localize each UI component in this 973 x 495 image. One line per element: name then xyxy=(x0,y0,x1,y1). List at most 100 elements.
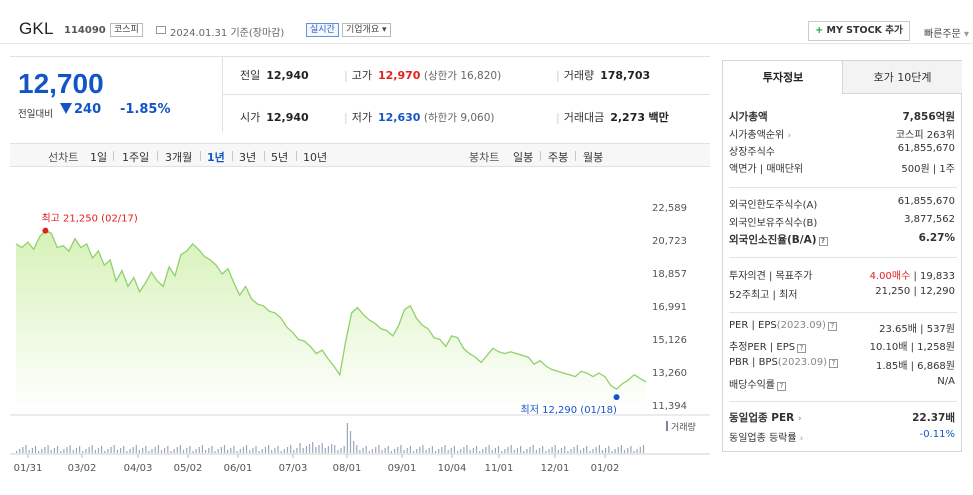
period-1d[interactable]: 1일 xyxy=(90,151,108,164)
max-marker xyxy=(42,227,49,234)
volume-bar xyxy=(148,451,150,453)
volume-bar xyxy=(321,443,323,453)
volume-bar xyxy=(113,445,115,453)
info-row: 외국인소진율(B/A)? 6.27% xyxy=(729,232,955,246)
period-5y[interactable]: 5년 xyxy=(271,151,289,164)
help-icon[interactable]: ? xyxy=(827,322,837,331)
volume-bar xyxy=(466,445,468,453)
volume-bar xyxy=(94,450,96,453)
volume-bar xyxy=(403,450,405,453)
volume-bar xyxy=(205,450,207,453)
volume-bar xyxy=(252,448,254,453)
volume-bar xyxy=(356,445,358,453)
y-tick-label: 16,991 xyxy=(652,302,687,313)
volume-bar xyxy=(444,445,446,453)
min-label: 최저 12,290 (01/18) xyxy=(521,404,617,416)
company-overview-dropdown[interactable]: 기업개요 ▾ xyxy=(342,23,391,37)
volume-bar xyxy=(305,446,307,453)
chevron-right-icon: › xyxy=(797,414,802,424)
volume-bar xyxy=(293,450,295,453)
volume-bar xyxy=(28,450,30,453)
separator xyxy=(157,151,158,161)
volume-bar xyxy=(494,448,496,453)
volume-bar xyxy=(353,441,355,453)
info-row: 배당수익률? N/A xyxy=(729,376,955,391)
help-icon[interactable]: ? xyxy=(828,359,838,368)
period-3m[interactable]: 3개월 xyxy=(165,151,193,164)
volume-bar xyxy=(387,446,389,453)
change-label: 전일대비 xyxy=(18,109,53,120)
volume-bar xyxy=(573,447,575,453)
volume: | 거래량 178,703 xyxy=(556,69,651,82)
change-value: 240 xyxy=(60,102,101,117)
market-badge: 코스피 xyxy=(110,23,143,37)
info-row[interactable]: 동일업종 PER › 22.37배 xyxy=(729,412,955,424)
volume-bar xyxy=(567,451,569,453)
prev-close: 전일 12,940 xyxy=(240,69,309,82)
volume-bar xyxy=(368,451,370,453)
volume-bar xyxy=(41,449,43,453)
help-icon[interactable]: ? xyxy=(777,382,786,391)
separator xyxy=(575,151,576,161)
candle-daily[interactable]: 일봉 xyxy=(513,151,534,164)
chevron-right-icon: › xyxy=(787,131,791,141)
price-chart[interactable]: 22,589 20,723 18,857 16,991 15,126 13,260 11,3… xyxy=(0,170,712,495)
volume-bar xyxy=(242,447,244,453)
info-row[interactable]: 동일업종 등락률 › -0.11% xyxy=(729,429,955,444)
help-icon[interactable]: ? xyxy=(797,344,807,353)
tab-orderbook[interactable]: 호가 10단계 xyxy=(842,61,962,94)
separator xyxy=(200,151,201,161)
volume-bar xyxy=(535,450,537,453)
add-my-stock-button[interactable]: + MY STOCK 추가 xyxy=(808,21,910,41)
divider xyxy=(729,257,957,258)
period-3y[interactable]: 3년 xyxy=(239,151,257,164)
volume-bar xyxy=(472,448,474,453)
trade-amount: | 거래대금 2,273 백만 xyxy=(556,111,669,124)
divider xyxy=(729,312,957,313)
quick-order-dropdown[interactable]: 빠른주문 ▾ xyxy=(924,29,970,40)
volume-bar xyxy=(154,447,156,453)
info-row: 추정PER | EPS? 10.10배 | 1,258원 xyxy=(729,342,955,353)
separator xyxy=(264,151,265,161)
candle-monthly[interactable]: 월봉 xyxy=(583,151,604,164)
volume-bar xyxy=(60,451,62,453)
volume-bar xyxy=(349,431,352,453)
y-tick-label: 22,589 xyxy=(652,203,687,214)
volume-bar xyxy=(82,451,84,453)
period-10y[interactable]: 10년 xyxy=(303,151,328,164)
volume-bar xyxy=(157,445,159,453)
volume-bar xyxy=(318,445,320,453)
volume-bar xyxy=(31,448,33,453)
candle-weekly[interactable]: 주봉 xyxy=(548,151,569,164)
volume-bar xyxy=(390,451,392,453)
down-triangle-icon xyxy=(60,103,72,114)
volume-bar xyxy=(299,443,301,453)
volume-bar xyxy=(419,447,421,453)
volume-bar xyxy=(337,450,339,453)
volume-bar xyxy=(469,450,471,453)
volume-bar xyxy=(375,447,377,453)
volume-bar xyxy=(223,445,226,453)
volume-bar xyxy=(598,445,600,453)
volume-bar xyxy=(425,450,427,453)
realtime-badge[interactable]: 실시간 xyxy=(306,23,339,37)
volume-bar xyxy=(85,449,87,453)
change-percent: -1.85% xyxy=(120,102,171,117)
tab-investment-info[interactable]: 투자정보 xyxy=(723,61,843,94)
volume-bar xyxy=(513,450,515,453)
volume-bar xyxy=(151,449,153,453)
volume-bar xyxy=(441,447,443,453)
volume-bar xyxy=(233,446,235,453)
help-icon[interactable]: ? xyxy=(818,237,828,246)
volume-bar xyxy=(38,451,40,453)
period-1y[interactable]: 1년 xyxy=(207,151,225,164)
volume-bar xyxy=(164,448,166,453)
period-1w[interactable]: 1주일 xyxy=(122,151,150,164)
divider xyxy=(10,56,710,57)
volume-bar xyxy=(488,445,490,453)
volume-bar xyxy=(142,448,144,453)
volume-bar xyxy=(138,450,140,453)
volume-legend-icon xyxy=(666,421,668,431)
info-row[interactable]: 시가총액순위 › 코스피 263위 xyxy=(729,130,955,141)
volume-bar xyxy=(101,446,103,453)
